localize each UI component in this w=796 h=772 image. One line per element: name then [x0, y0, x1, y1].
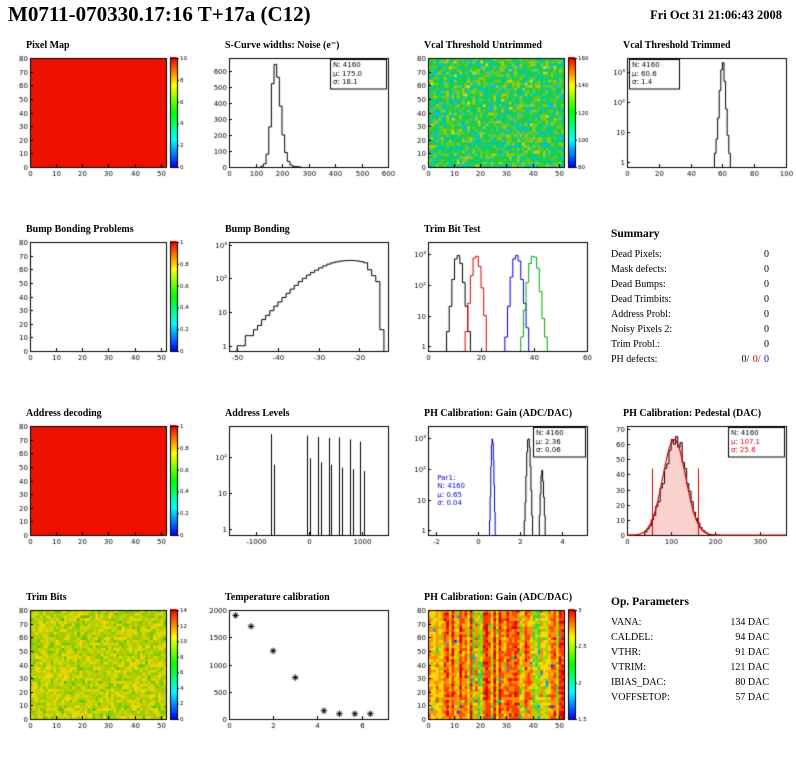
op-param-row: VTRIM: 121 DAC — [611, 660, 769, 675]
panel-bump-bonding-problems: Bump Bonding Problems — [0, 218, 199, 402]
summary-label: Dead Trimbits: — [611, 294, 672, 305]
plot-grid: Pixel Map S-Curve widths: Noise (e⁻) Vca… — [0, 34, 796, 770]
panel-title: Address decoding — [26, 408, 102, 419]
op-param-row: CALDEL: 94 DAC — [611, 630, 769, 645]
report-header: M0711-070330.17:16 T+17a (C12) Fri Oct 3… — [0, 0, 796, 34]
panel-title: Vcal Threshold Trimmed — [623, 40, 731, 51]
panel-title: Bump Bonding Problems — [26, 224, 134, 235]
op-param-label: VTHR: — [611, 647, 641, 658]
op-parameters-title: Op. Parameters — [611, 596, 689, 608]
panel-title: Pixel Map — [26, 40, 70, 51]
panel-ph-gain: PH Calibration: Gain (ADC/DAC) — [398, 402, 597, 586]
vcal-untrimmed-heatmap — [404, 53, 596, 181]
summary-label: Dead Bumps: — [611, 279, 666, 290]
summary-label: Address Probl: — [611, 309, 671, 320]
scurve-noise-histogram — [205, 53, 397, 181]
op-param-value: 80 DAC — [735, 677, 769, 688]
summary-row-ph-defects: PH defects: 0/ 0/ 0 — [611, 352, 769, 367]
page-title: M0711-070330.17:16 T+17a (C12) — [8, 2, 311, 26]
summary-value: 0 — [764, 309, 769, 320]
op-param-label: VOFFSETOP: — [611, 692, 670, 703]
trim-bit-test-histogram — [404, 237, 596, 365]
ph-gain-heatmap — [404, 605, 596, 733]
panel-op-parameters: Op. Parameters VANA: 134 DAC CALDEL: 94 … — [597, 586, 796, 770]
summary-value: 0 — [764, 294, 769, 305]
summary-value: 0 — [764, 279, 769, 290]
panel-title: Trim Bits — [26, 592, 67, 603]
summary-row: Dead Trimbits: 0 — [611, 292, 769, 307]
op-param-value: 94 DAC — [735, 632, 769, 643]
panel-title: PH Calibration: Pedestal (DAC) — [623, 408, 762, 419]
panel-ph-pedestal: PH Calibration: Pedestal (DAC) — [597, 402, 796, 586]
panel-title: Address Levels — [225, 408, 290, 419]
ph-defect-count: 0/ — [752, 354, 761, 365]
timestamp: Fri Oct 31 21:06:43 2008 — [650, 8, 782, 22]
summary-label: PH defects: — [611, 354, 658, 365]
summary-value: 0 — [764, 249, 769, 260]
panel-title: Trim Bit Test — [424, 224, 481, 235]
summary-row: Noisy Pixels 2: 0 — [611, 322, 769, 337]
ph-gain-histogram — [404, 421, 596, 549]
summary-value: 0 — [764, 264, 769, 275]
temperature-calibration-scatter — [205, 605, 397, 733]
summary-row: Dead Bumps: 0 — [611, 277, 769, 292]
op-param-row: IBIAS_DAC: 80 DAC — [611, 675, 769, 690]
summary-title: Summary — [611, 228, 660, 240]
panel-temperature-calibration: Temperature calibration — [199, 586, 398, 770]
summary-label: Noisy Pixels 2: — [611, 324, 673, 335]
panel-vcal-untrimmed: Vcal Threshold Untrimmed — [398, 34, 597, 218]
panel-trim-bits: Trim Bits — [0, 586, 199, 770]
bump-bonding-problems-heatmap — [6, 237, 198, 365]
panel-title: Bump Bonding — [225, 224, 290, 235]
panel-trim-bit-test: Trim Bit Test — [398, 218, 597, 402]
op-param-row: VTHR: 91 DAC — [611, 645, 769, 660]
address-levels-histogram — [205, 421, 397, 549]
panel-title: Temperature calibration — [225, 592, 330, 603]
panel-address-decoding: Address decoding — [0, 402, 199, 586]
op-param-value: 91 DAC — [735, 647, 769, 658]
op-param-label: VANA: — [611, 617, 642, 628]
ph-defects-values: 0/ 0/ 0 — [740, 352, 769, 367]
op-param-value: 121 DAC — [730, 662, 769, 673]
summary-label: Dead Pixels: — [611, 249, 662, 260]
summary-row: Mask defects: 0 — [611, 262, 769, 277]
summary-value: 0 — [764, 324, 769, 335]
address-decoding-heatmap — [6, 421, 198, 549]
summary-row: Trim Probl.: 0 — [611, 337, 769, 352]
panel-ph-gain-map: PH Calibration: Gain (ADC/DAC) — [398, 586, 597, 770]
panel-title: PH Calibration: Gain (ADC/DAC) — [424, 592, 573, 603]
panel-vcal-trimmed: Vcal Threshold Trimmed — [597, 34, 796, 218]
ph-defect-count: 0 — [764, 354, 769, 365]
op-param-label: IBIAS_DAC: — [611, 677, 667, 688]
trim-bits-heatmap — [6, 605, 198, 733]
summary-label: Trim Probl.: — [611, 339, 661, 350]
ph-defect-count: 0/ — [741, 354, 750, 365]
summary-value: 0 — [764, 339, 769, 350]
vcal-trimmed-histogram — [603, 53, 795, 181]
panel-bump-bonding: Bump Bonding — [199, 218, 398, 402]
panel-address-levels: Address Levels — [199, 402, 398, 586]
op-param-row: VANA: 134 DAC — [611, 615, 769, 630]
summary-row: Address Probl: 0 — [611, 307, 769, 322]
summary-label: Mask defects: — [611, 264, 667, 275]
panel-title: Vcal Threshold Untrimmed — [424, 40, 542, 51]
op-param-label: CALDEL: — [611, 632, 654, 643]
bump-bonding-histogram — [205, 237, 397, 365]
op-param-value: 57 DAC — [735, 692, 769, 703]
panel-pixel-map: Pixel Map — [0, 34, 199, 218]
ph-pedestal-histogram — [603, 421, 795, 549]
panel-summary: Summary Dead Pixels: 0 Mask defects: 0 D… — [597, 218, 796, 402]
panel-title: S-Curve widths: Noise (e⁻) — [225, 40, 340, 51]
panel-title: PH Calibration: Gain (ADC/DAC) — [424, 408, 573, 419]
summary-row: Dead Pixels: 0 — [611, 247, 769, 262]
panel-scurve-noise: S-Curve widths: Noise (e⁻) — [199, 34, 398, 218]
op-param-value: 134 DAC — [730, 617, 769, 628]
op-param-label: VTRIM: — [611, 662, 646, 673]
pixel-map-heatmap — [6, 53, 198, 181]
op-param-row: VOFFSETOP: 57 DAC — [611, 690, 769, 705]
